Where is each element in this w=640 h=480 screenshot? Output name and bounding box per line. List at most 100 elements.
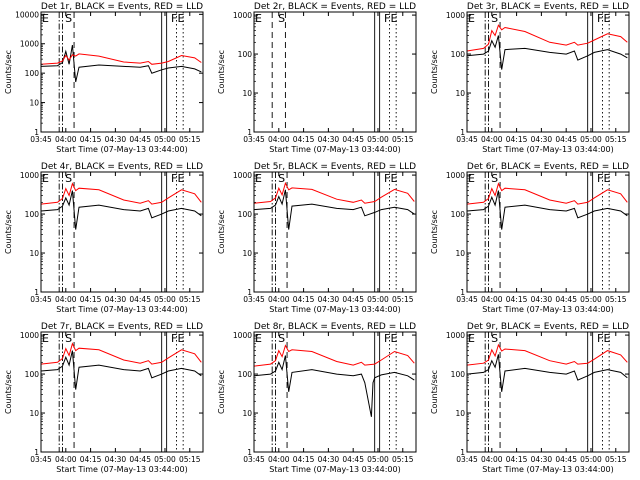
x-tick-label: 04:30: [531, 455, 553, 464]
lld-series: [40, 53, 202, 65]
marker-label: E: [178, 172, 185, 185]
events-series: [253, 355, 415, 417]
x-tick-label: 05:00: [154, 455, 176, 464]
x-tick-label: 04:30: [105, 455, 127, 464]
marker-label: E: [255, 12, 262, 25]
y-tick-label: 10: [29, 99, 39, 108]
y-tick-label: 1: [34, 128, 39, 137]
y-tick-label: 1000: [233, 171, 252, 180]
x-tick-label: 03:45: [30, 455, 52, 464]
x-axis-title: Start Time (07-May-13 03:44:00): [269, 305, 400, 314]
x-tick-label: 03:45: [456, 295, 478, 304]
lld-series: [40, 342, 202, 365]
x-tick-label: 04:45: [129, 455, 151, 464]
events-series: [40, 350, 202, 390]
x-tick-label: 04:30: [318, 135, 340, 144]
y-tick-label: 10000: [15, 10, 39, 19]
y-tick-label: 1: [460, 288, 465, 297]
y-tick-label: 1: [247, 448, 252, 457]
panel-title: Det 2r, BLACK = Events, RED = LLD: [254, 2, 416, 12]
x-tick-label: 04:30: [105, 295, 127, 304]
lld-series: [253, 344, 415, 367]
x-tick-label: 04:45: [342, 135, 364, 144]
panel-title: Det 5r, BLACK = Events, RED = LLD: [254, 162, 416, 172]
x-tick-label: 03:45: [243, 135, 265, 144]
marker-label: S: [491, 12, 498, 25]
y-tick-label: 100: [451, 370, 466, 379]
x-tick-label: 05:15: [392, 135, 414, 144]
x-tick-label: 04:15: [80, 135, 102, 144]
y-tick-label: 10: [455, 89, 465, 98]
x-tick-label: 05:15: [392, 295, 414, 304]
events-series: [466, 354, 628, 392]
marker-label: S: [278, 12, 285, 25]
panel-title: Det 6r, BLACK = Events, RED = LLD: [467, 162, 629, 172]
x-tick-label: 04:15: [293, 135, 315, 144]
x-axis-title: Start Time (07-May-13 03:44:00): [269, 465, 400, 474]
marker-label: S: [65, 332, 72, 345]
x-tick-label: 05:15: [605, 135, 627, 144]
x-tick-label: 04:30: [105, 135, 127, 144]
marker-label: F: [597, 332, 603, 345]
x-tick-label: 04:30: [531, 295, 553, 304]
plot-frame: [253, 171, 417, 293]
y-axis-title: Counts/sec: [430, 210, 439, 254]
lld-series: [253, 181, 415, 204]
y-tick-label: 1000: [20, 40, 39, 49]
x-tick-label: 05:00: [580, 295, 602, 304]
marker-label: S: [278, 332, 285, 345]
marker-label: F: [597, 12, 603, 25]
x-tick-label: 05:00: [367, 135, 389, 144]
marker-label: F: [171, 12, 177, 25]
x-tick-label: 04:00: [55, 295, 77, 304]
marker-label: E: [468, 172, 475, 185]
x-tick-label: 04:15: [506, 135, 528, 144]
y-axis-title: Counts/sec: [217, 370, 226, 414]
y-tick-label: 100: [451, 50, 466, 59]
x-tick-label: 04:15: [80, 455, 102, 464]
plot-frame: [466, 171, 630, 293]
marker-label: E: [391, 172, 398, 185]
lld-series: [466, 182, 628, 205]
x-tick-label: 04:30: [318, 295, 340, 304]
lld-series: [40, 182, 202, 205]
x-tick-label: 04:00: [55, 455, 77, 464]
marker-label: S: [491, 332, 498, 345]
x-tick-label: 04:45: [555, 135, 577, 144]
y-tick-label: 1000: [446, 171, 465, 180]
plot-frame: [466, 331, 630, 453]
panel-title: Det 8r, BLACK = Events, RED = LLD: [254, 322, 416, 332]
marker-label: F: [384, 172, 390, 185]
marker-label: S: [65, 12, 72, 25]
plot-frame: [466, 11, 630, 133]
panel-title: Det 9r, BLACK = Events, RED = LLD: [467, 322, 629, 332]
events-series: [40, 190, 202, 230]
lld-series: [466, 343, 628, 366]
y-tick-label: 10: [455, 409, 465, 418]
y-axis-title: Counts/sec: [217, 210, 226, 254]
x-tick-label: 04:15: [506, 295, 528, 304]
x-tick-label: 04:30: [318, 455, 340, 464]
x-tick-label: 05:00: [367, 455, 389, 464]
y-tick-label: 100: [25, 210, 40, 219]
marker-label: E: [391, 12, 398, 25]
y-tick-label: 10: [29, 409, 39, 418]
x-tick-label: 04:00: [481, 455, 503, 464]
x-axis-title: Start Time (07-May-13 03:44:00): [56, 145, 187, 154]
panel-title: Det 3r, BLACK = Events, RED = LLD: [467, 2, 629, 12]
y-tick-label: 1: [460, 128, 465, 137]
x-tick-label: 04:45: [555, 295, 577, 304]
marker-label: E: [604, 332, 611, 345]
x-tick-label: 05:15: [179, 455, 201, 464]
marker-label: S: [65, 172, 72, 185]
x-tick-label: 04:15: [293, 455, 315, 464]
x-tick-label: 03:45: [30, 135, 52, 144]
x-tick-label: 04:15: [506, 455, 528, 464]
marker-label: E: [42, 12, 49, 25]
x-tick-label: 04:45: [129, 135, 151, 144]
y-tick-label: 10: [242, 249, 252, 258]
panel-title: Det 4r, BLACK = Events, RED = LLD: [41, 162, 203, 172]
x-tick-label: 05:00: [580, 135, 602, 144]
